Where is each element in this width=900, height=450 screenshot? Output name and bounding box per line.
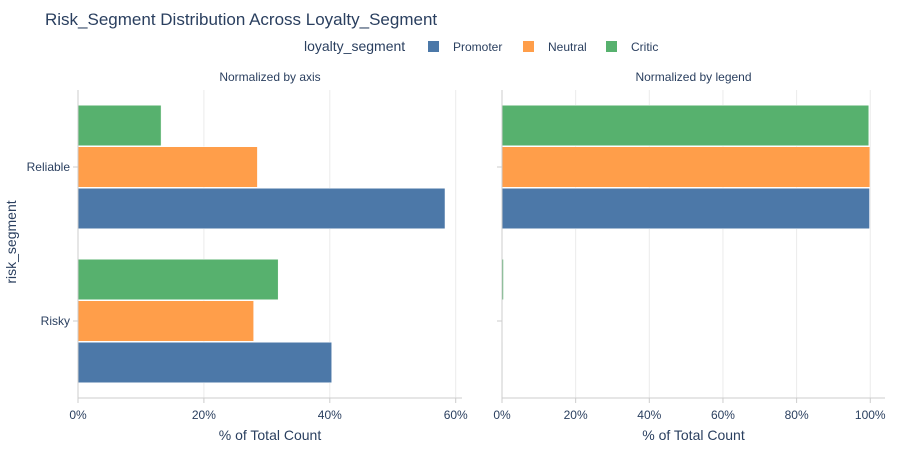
chart-panels: Normalized by axis Reliable Risky 0% 20% 40% 6…: [27, 70, 886, 443]
panel-1: Normalized by axis Reliable Risky 0% 20% 40% 6…: [27, 70, 468, 443]
legend-item-neutral[interactable]: Neutral: [523, 40, 587, 54]
legend-label-promoter: Promoter: [453, 40, 502, 54]
y-tick-label: Risky: [41, 314, 70, 328]
x-tick-label: 100%: [855, 408, 886, 422]
x-tick-label: 60%: [711, 408, 735, 422]
x-tick-label: 20%: [192, 408, 216, 422]
legend-swatch-critic: [606, 41, 617, 52]
x-axis-title: % of Total Count: [642, 427, 745, 443]
panel-subtitle: Normalized by legend: [635, 70, 751, 84]
legend-item-promoter[interactable]: Promoter: [428, 40, 502, 54]
bar-promoter-risky: [77, 342, 332, 383]
x-tick-label: 0%: [69, 408, 87, 422]
chart-title: Risk_Segment Distribution Across Loyalty…: [45, 10, 437, 29]
x-tick-label: 40%: [318, 408, 342, 422]
y-tick-label: Reliable: [27, 160, 71, 174]
x-tick-label: 80%: [785, 408, 809, 422]
bar-neutral-reliable: [501, 146, 871, 188]
bar-critic-risky: [77, 259, 279, 300]
x-tick-label: 0%: [493, 408, 511, 422]
y-axis-title: risk_segment: [3, 200, 19, 283]
legend-item-critic[interactable]: Critic: [606, 40, 658, 54]
x-tick-label: 60%: [444, 408, 468, 422]
legend-label-critic: Critic: [631, 40, 658, 54]
legend-title: loyalty_segment: [304, 38, 405, 54]
legend-swatch-promoter: [428, 41, 439, 52]
bar-promoter-reliable: [77, 188, 446, 229]
bar-neutral-reliable: [77, 146, 258, 188]
panel-subtitle: Normalized by axis: [219, 70, 320, 84]
x-tick-label: 40%: [637, 408, 661, 422]
legend[interactable]: loyalty_segment Promoter Neutral Critic: [304, 38, 658, 54]
bar-neutral-risky: [77, 300, 254, 342]
x-tick-label: 20%: [564, 408, 588, 422]
bar-promoter-reliable: [501, 188, 870, 229]
bar-critic-reliable: [501, 105, 870, 146]
x-axis-title: % of Total Count: [219, 427, 322, 443]
legend-swatch-neutral: [523, 41, 534, 52]
bar-critic-reliable: [77, 105, 162, 146]
legend-label-neutral: Neutral: [548, 40, 587, 54]
panel-2: Normalized by legend 0% 20% 40% 60% 80% 100% % …: [493, 70, 886, 443]
